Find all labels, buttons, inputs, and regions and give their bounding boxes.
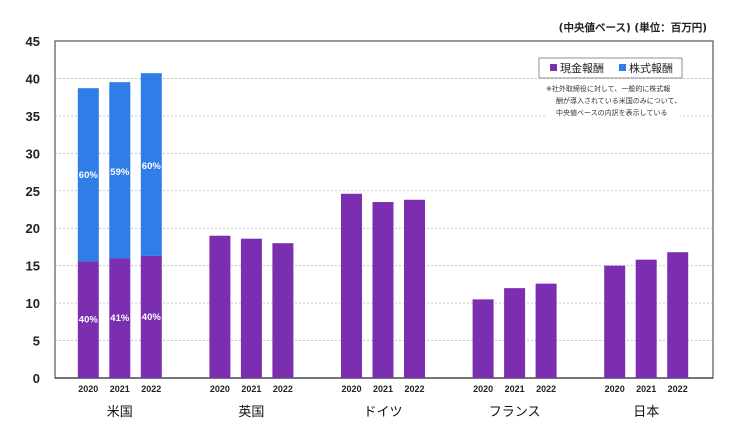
x-year-label: 2022 [141,384,161,394]
bar-cash [209,235,231,378]
y-tick-label: 25 [26,184,40,199]
legend-label-cash: 現金報酬 [560,61,604,75]
x-year-label: 2021 [241,384,261,394]
x-category-label: ドイツ [363,405,402,420]
bar-stock [77,88,99,262]
bar-cash [604,265,626,378]
x-year-label: 2022 [536,384,556,394]
legend: 現金報酬 株式報酬 [538,57,683,79]
x-year-label: 2020 [605,384,625,394]
legend-label-stock: 株式報酬 [629,61,673,75]
y-tick-label: 45 [26,34,40,49]
x-year-label: 2021 [110,384,130,394]
bar-cash [472,299,494,378]
stock-pct-label: 60% [142,161,162,172]
bar-cash [635,259,657,378]
y-tick-label: 35 [26,109,40,124]
bar-cash [240,238,262,378]
note-line-3: 中央値ベースの内訳を表示している [556,108,667,117]
stock-pct-label: 59% [110,167,130,178]
bar-cash [535,283,557,378]
note-line-2: 酬が導入されている米国のみについて、 [556,96,681,105]
x-category-label: 日本 [633,405,659,420]
x-year-label: 2020 [78,384,98,394]
bar-cash [667,252,689,378]
note-line-1: ※社外取締役に対して、一般的に株式報 [546,84,670,93]
x-year-label: 2020 [210,384,230,394]
bar-cash [404,199,425,378]
y-tick-label: 40 [26,71,40,86]
bar-stock [140,73,162,256]
bar-cash [140,255,162,378]
cash-pct-label: 40% [142,312,162,323]
x-year-label: 2021 [373,384,393,394]
bar-cash [77,261,99,378]
x-year-label: 2021 [505,384,525,394]
cash-pct-label: 40% [79,315,99,326]
y-tick-label: 30 [26,146,40,161]
bar-cash [272,243,294,378]
unit-note: (中央値ベース) (単位：百万円) [559,21,707,34]
legend-swatch-cash [550,64,557,71]
cash-pct-label: 41% [110,313,130,324]
x-category-label: 英国 [238,405,264,420]
bar-cash [504,288,526,378]
x-year-label: 2022 [404,384,424,394]
x-year-label: 2020 [341,384,361,394]
stock-pct-label: 60% [79,170,99,181]
x-year-label: 2020 [473,384,493,394]
x-year-label: 2022 [668,384,688,394]
x-category-label: 米国 [107,405,133,420]
legend-swatch-stock [619,64,626,71]
bar-stock [109,82,131,259]
y-tick-label: 15 [26,259,40,274]
x-category-label: フランス [489,405,541,420]
y-tick-label: 10 [26,296,40,311]
bar-cash [341,193,362,378]
y-tick-label: 20 [26,221,40,236]
x-year-label: 2022 [273,384,293,394]
y-tick-label: 5 [33,334,40,349]
y-tick-label: 0 [33,371,40,386]
bar-cash [109,258,131,378]
legend-box [538,57,683,79]
bar-cash [372,202,394,378]
x-year-label: 2021 [636,384,656,394]
